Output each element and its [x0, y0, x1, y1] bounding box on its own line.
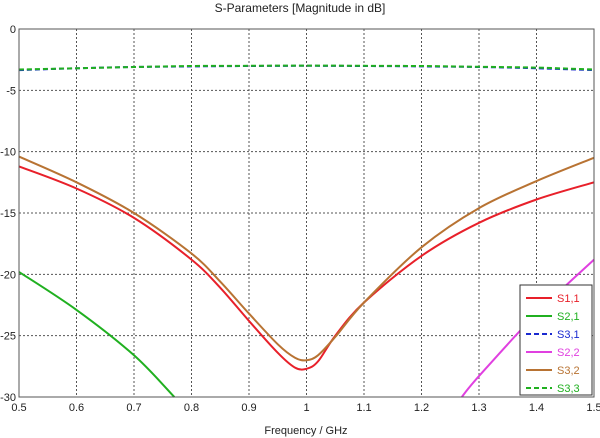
y-tick-label: -25 [0, 331, 16, 343]
legend-label: S2,2 [557, 347, 580, 359]
x-axis-label: Frequency / GHz [264, 425, 347, 437]
plot-frame [18, 28, 595, 398]
x-tick-label: 0.6 [69, 402, 84, 414]
chart-title: S-Parameters [Magnitude in dB] [215, 1, 386, 15]
legend-label: S3,1 [557, 329, 580, 341]
y-tick-labels: 0 -5 -10 -15 -20 -25 -30 [0, 24, 16, 404]
x-tick-label: 1.1 [356, 402, 371, 414]
series-line-s3-3 [18, 64, 595, 71]
y-tick-label: -5 [6, 85, 16, 97]
legend-box [519, 284, 593, 396]
legend-label: S2,1 [557, 311, 580, 323]
x-tick-label: 0.5 [11, 402, 26, 414]
series-lines [18, 64, 595, 398]
x-tick-label: 1.4 [529, 402, 544, 414]
y-tick-label: -10 [0, 147, 16, 159]
x-tick-label: 1 [303, 402, 309, 414]
series-line-s2-1 [18, 271, 176, 398]
x-tick-labels: 0.5 0.6 0.7 0.8 0.9 1 1.1 1.2 1.3 1.4 1.5 [11, 402, 600, 414]
legend-label: S3,3 [557, 383, 580, 395]
x-tick-label: 0.9 [241, 402, 256, 414]
x-tick-label: 1.5 [586, 402, 600, 414]
y-tick-label: -15 [0, 208, 16, 220]
x-tick-label: 0.8 [184, 402, 199, 414]
series-line-s1-1 [18, 165, 595, 371]
x-tick-label: 1.3 [471, 402, 486, 414]
legend-label: S3,2 [557, 365, 580, 377]
legend: S1,1 S2,1 S3,1 S2,2 S3,2 S3,3 [519, 284, 593, 396]
y-tick-label: -20 [0, 269, 16, 281]
series-line-s2-2 [461, 258, 595, 398]
x-tick-label: 1.2 [414, 402, 429, 414]
series-line-s3-2 [18, 155, 595, 362]
y-tick-label: 0 [10, 24, 16, 36]
legend-label: S1,1 [557, 293, 580, 305]
x-tick-label: 0.7 [126, 402, 141, 414]
y-tick-label: -30 [0, 392, 16, 404]
